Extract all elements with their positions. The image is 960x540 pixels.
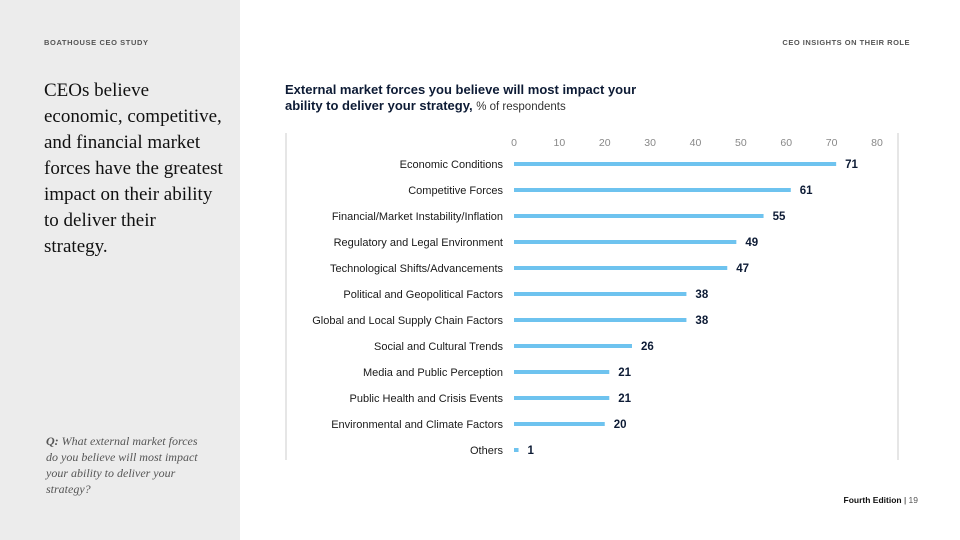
bar (514, 344, 632, 348)
category-label: Social and Cultural Trends (374, 341, 504, 353)
value-label: 71 (845, 159, 858, 171)
bar (514, 266, 728, 270)
bar (514, 318, 687, 322)
value-label: 61 (800, 185, 813, 197)
bar (514, 240, 737, 244)
value-label: 38 (695, 315, 708, 327)
edition-label: Fourth Edition (843, 495, 902, 505)
footer-separator: | (901, 495, 909, 505)
x-tick-label: 30 (644, 137, 656, 149)
footer: Fourth Edition | 19 (844, 495, 918, 505)
bar (514, 292, 687, 296)
value-label: 38 (695, 289, 708, 301)
category-label: Political and Geopolitical Factors (343, 289, 503, 301)
page-number: 19 (908, 495, 918, 505)
section-label: CEO INSIGHTS ON THEIR ROLE (782, 38, 910, 47)
value-label: 21 (618, 367, 631, 379)
headline: CEOs believe economic, competitive, and … (44, 80, 223, 257)
x-tick-label: 10 (554, 137, 566, 149)
bar (514, 448, 519, 452)
study-label: BOATHOUSE CEO STUDY (44, 38, 149, 47)
value-label: 1 (528, 445, 535, 457)
category-label: Regulatory and Legal Environment (334, 237, 503, 249)
sidebar: BOATHOUSE CEO STUDY CEOs believe economi… (0, 0, 240, 540)
x-tick-label: 60 (780, 137, 792, 149)
category-label: Others (470, 445, 504, 457)
x-tick-label: 50 (735, 137, 747, 149)
survey-question: Q: What external market forces do you be… (46, 433, 206, 497)
value-label: 26 (641, 341, 654, 353)
question-text: What external market forces do you belie… (46, 434, 198, 496)
x-tick-label: 40 (690, 137, 702, 149)
value-label: 20 (614, 419, 627, 431)
category-label: Media and Public Perception (363, 367, 503, 379)
chart-subtitle: % of respondents (476, 101, 566, 113)
value-label: 21 (618, 393, 631, 405)
category-label: Economic Conditions (400, 159, 504, 171)
category-label: Public Health and Crisis Events (350, 393, 504, 405)
category-label: Competitive Forces (408, 185, 503, 197)
x-tick-label: 0 (511, 137, 517, 149)
chart-title: External market forces you believe will … (285, 82, 637, 113)
chart-title-block: External market forces you believe will … (285, 82, 645, 115)
value-label: 47 (736, 263, 749, 275)
value-label: 55 (773, 211, 786, 223)
value-label: 49 (745, 237, 758, 249)
category-label: Technological Shifts/Advancements (330, 263, 504, 275)
question-prefix: Q: (46, 434, 59, 448)
x-tick-label: 20 (599, 137, 611, 149)
x-tick-label: 80 (871, 137, 883, 149)
bar (514, 370, 610, 374)
bar (514, 422, 605, 426)
category-label: Environmental and Climate Factors (331, 419, 503, 431)
bar (514, 188, 791, 192)
bar (514, 396, 610, 400)
category-label: Global and Local Supply Chain Factors (312, 315, 503, 327)
category-label: Financial/Market Instability/Inflation (332, 211, 503, 223)
bar (514, 214, 764, 218)
bar (514, 162, 837, 166)
x-tick-label: 70 (826, 137, 838, 149)
